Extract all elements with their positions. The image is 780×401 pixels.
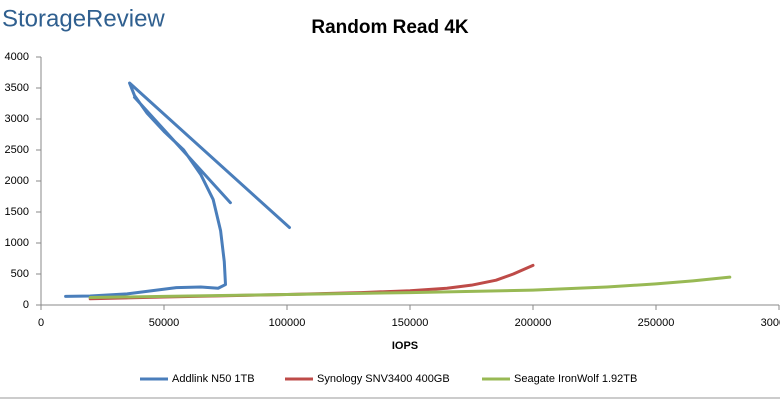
y-tick-label: 1000 — [5, 237, 29, 249]
y-tick-label: 3000 — [5, 113, 29, 125]
y-tick-label: 3500 — [5, 82, 29, 94]
x-tick-label: 0 — [38, 317, 44, 329]
legend-label: Synology SNV3400 400GB — [317, 373, 450, 385]
x-tick-label: 200000 — [515, 317, 552, 329]
chart-title: Random Read 4K — [311, 17, 469, 38]
logo: StorageReview — [2, 5, 165, 32]
y-tick-label: 1500 — [5, 206, 29, 218]
x-tick-label: 250000 — [638, 317, 675, 329]
y-tick-label: 0 — [23, 299, 29, 311]
x-tick-label: 150000 — [392, 317, 429, 329]
series-line — [88, 275, 732, 300]
y-tick-label: 500 — [11, 268, 29, 280]
legend-label: Seagate IronWolf 1.92TB — [514, 373, 637, 385]
y-tick-label: 2500 — [5, 144, 29, 156]
series-line — [64, 81, 291, 298]
y-tick-label: 4000 — [5, 51, 29, 63]
x-tick-label: 300000 — [761, 317, 780, 329]
x-tick-label: 100000 — [269, 317, 306, 329]
x-tick-label: 50000 — [149, 317, 180, 329]
x-axis-label: IOPS — [392, 340, 418, 352]
y-tick-label: 2000 — [5, 175, 29, 187]
legend-label: Addlink N50 1TB — [172, 373, 255, 385]
